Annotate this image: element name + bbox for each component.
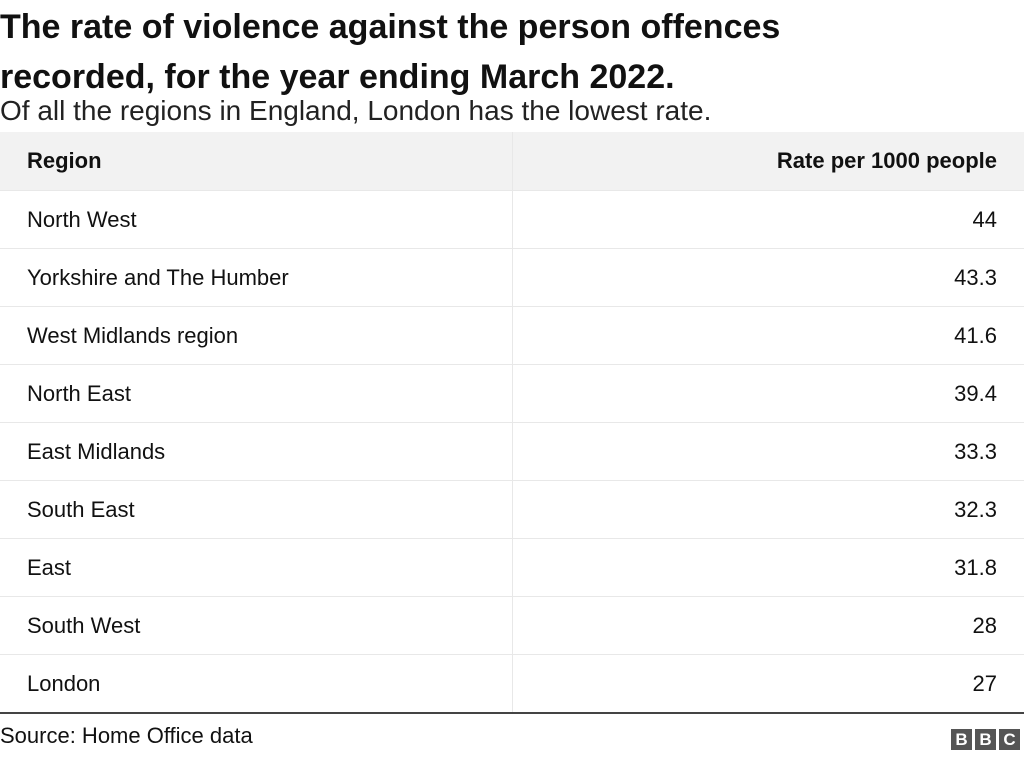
table-row: Yorkshire and The Humber 43.3 — [0, 248, 1024, 307]
region-cell: West Midlands region — [0, 306, 513, 365]
rate-cell: 43.3 — [512, 248, 1024, 307]
table-row: East Midlands 33.3 — [0, 422, 1024, 481]
logo-letter: B — [975, 729, 996, 750]
table-row: South East 32.3 — [0, 480, 1024, 539]
table-row: South West 28 — [0, 596, 1024, 655]
region-cell: South East — [0, 480, 513, 539]
data-table: Region Rate per 1000 people North West 44 Y… — [0, 132, 1024, 713]
column-header: Rate per 1000 people — [512, 132, 1024, 191]
column-header: Region — [0, 132, 513, 191]
subtitle: Of all the regions in England, London ha… — [0, 95, 712, 126]
rate-cell: 39.4 — [512, 364, 1024, 423]
rate-cell: 27 — [512, 654, 1024, 713]
region-cell: East Midlands — [0, 422, 513, 481]
rate-cell: 44 — [512, 190, 1024, 249]
region-cell: London — [0, 654, 513, 713]
header-row: Region Rate per 1000 people — [0, 132, 1024, 191]
rate-cell: 31.8 — [512, 538, 1024, 597]
rate-cell: 33.3 — [512, 422, 1024, 481]
source: Source: Home Office data — [0, 723, 253, 748]
rate-cell: 28 — [512, 596, 1024, 655]
table-row: North East 39.4 — [0, 364, 1024, 423]
region-cell: Yorkshire and The Humber — [0, 248, 513, 307]
region-cell: East — [0, 538, 513, 597]
region-cell: North West — [0, 190, 513, 249]
region-cell: South West — [0, 596, 513, 655]
logo-letter: B — [951, 729, 972, 750]
table-row: West Midlands region 41.6 — [0, 306, 1024, 365]
logo-letter: C — [999, 729, 1020, 750]
table-row: East 31.8 — [0, 538, 1024, 597]
region-cell: North East — [0, 364, 513, 423]
title: The rate of violence against the person … — [0, 8, 781, 96]
footer-rule — [0, 712, 1024, 714]
rate-cell: 32.3 — [512, 480, 1024, 539]
table-row: London 27 — [0, 654, 1024, 713]
rate-cell: 41.6 — [512, 306, 1024, 365]
table-body: North West 44 Yorkshire and The Humber 43.3… — [0, 190, 1024, 713]
table-row: North West 44 — [0, 190, 1024, 249]
